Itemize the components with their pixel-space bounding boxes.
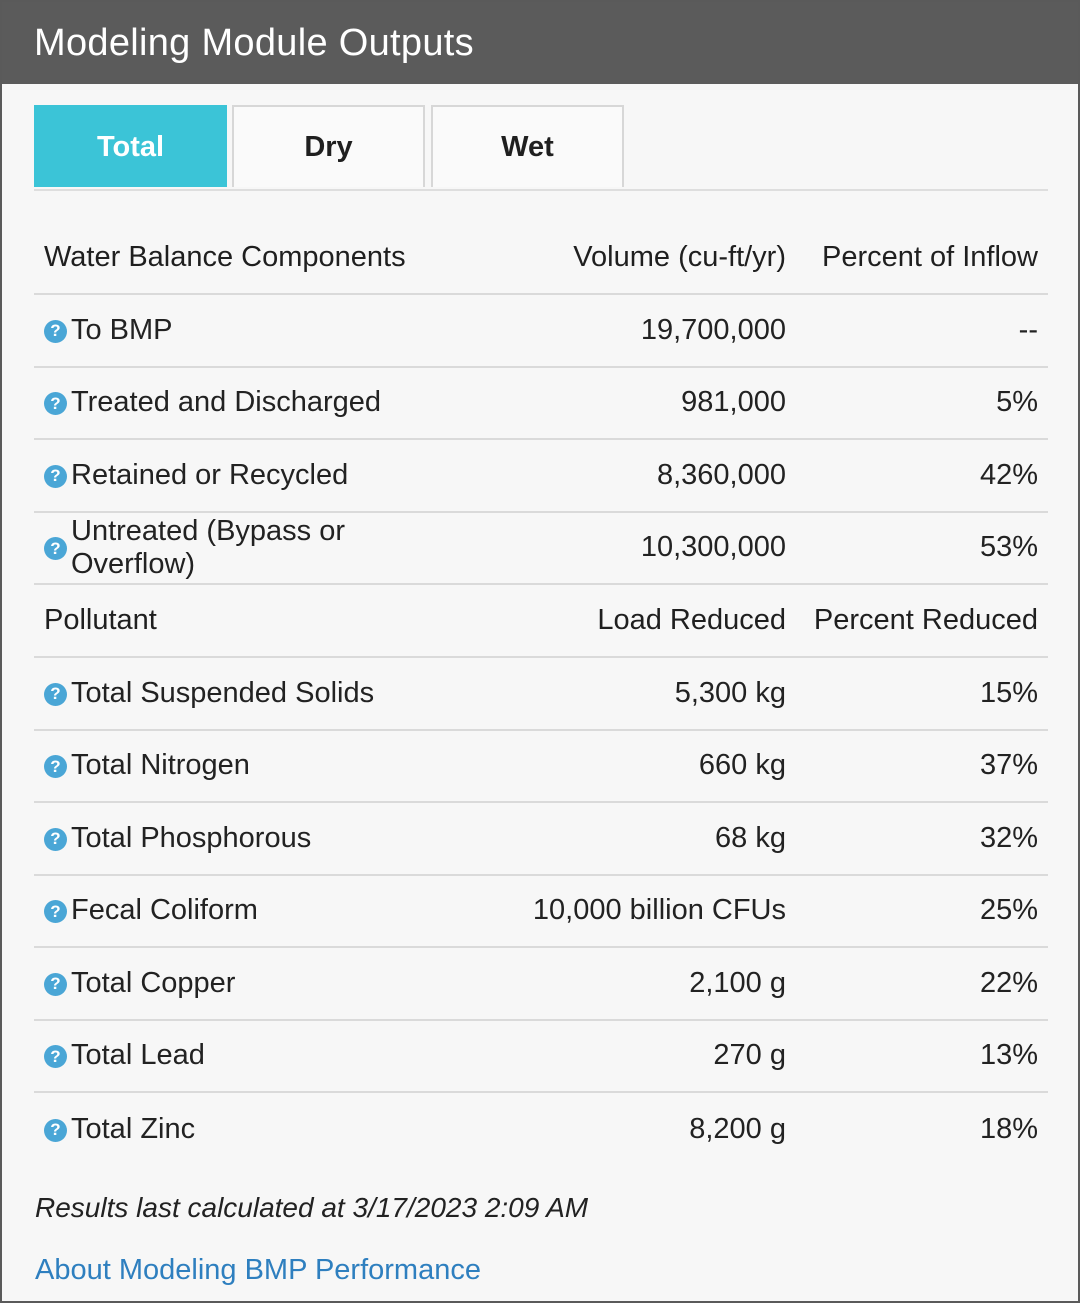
- tab-total[interactable]: Total: [34, 105, 227, 187]
- row-percent: 13%: [979, 1039, 1038, 1072]
- row-value: 10,300,000: [640, 531, 786, 564]
- help-icon[interactable]: ?: [44, 319, 67, 343]
- row-percent: 25%: [979, 894, 1038, 927]
- help-icon[interactable]: ?: [44, 464, 67, 488]
- row-label: To BMP: [71, 313, 173, 346]
- row-label: Total Suspended Solids: [71, 676, 375, 709]
- row-label: Total Nitrogen: [71, 749, 250, 782]
- column-header-volume: Volume (cu-ft/yr): [573, 241, 786, 273]
- row-percent: 37%: [979, 749, 1038, 782]
- row-percent: 42%: [979, 458, 1038, 491]
- tab-bar: Total Dry Wet: [34, 105, 1048, 191]
- tab-wet[interactable]: Wet: [431, 105, 624, 187]
- tab-wet-label: Wet: [501, 130, 554, 163]
- help-icon[interactable]: ?: [44, 972, 67, 996]
- row-percent: 5%: [996, 386, 1038, 419]
- row-percent: 18%: [979, 1112, 1038, 1145]
- help-icon[interactable]: ?: [44, 755, 67, 779]
- row-label: Untreated (Bypass or Overflow): [71, 514, 346, 580]
- row-percent: 53%: [979, 531, 1038, 564]
- row-value: 8,200 g: [689, 1112, 786, 1145]
- table-row: ? Total Lead 270 g 13%: [34, 1021, 1048, 1093]
- pollutant-header-row: Pollutant Load Reduced Percent Reduced: [34, 585, 1048, 658]
- table-row: ? Total Phosphorous 68 kg 32%: [34, 803, 1048, 876]
- row-percent: 22%: [979, 966, 1038, 999]
- tab-dry-label: Dry: [304, 130, 353, 163]
- row-value: 68 kg: [715, 821, 786, 854]
- help-icon[interactable]: ?: [44, 537, 67, 561]
- column-header-component: Water Balance Components: [44, 241, 406, 273]
- row-value: 19,700,000: [640, 313, 786, 346]
- row-label: Fecal Coliform: [71, 894, 258, 927]
- row-value: 8,360,000: [656, 458, 786, 491]
- row-label: Treated and Discharged: [71, 386, 382, 419]
- column-header-pollutant: Pollutant: [44, 604, 157, 636]
- column-header-percent-reduced: Percent Reduced: [813, 604, 1038, 636]
- tab-dry[interactable]: Dry: [232, 105, 425, 187]
- last-calculated-note: Results last calculated at 3/17/2023 2:0…: [35, 1192, 589, 1223]
- table-row: ? Untreated (Bypass or Overflow) 10,300,0…: [34, 513, 1048, 585]
- help-icon[interactable]: ?: [44, 900, 67, 924]
- help-icon[interactable]: ?: [44, 827, 67, 851]
- help-icon[interactable]: ?: [44, 1118, 67, 1142]
- row-percent: 15%: [979, 676, 1038, 709]
- row-percent: 32%: [979, 821, 1038, 854]
- tab-total-label: Total: [96, 130, 165, 163]
- row-label: Total Zinc: [71, 1112, 196, 1145]
- column-header-percent-inflow: Percent of Inflow: [822, 241, 1038, 273]
- row-value: 981,000: [681, 386, 786, 419]
- table-row: ? Total Suspended Solids 5,300 kg 15%: [34, 658, 1048, 731]
- row-percent: --: [1018, 313, 1038, 346]
- results-table: Water Balance Components Volume (cu-ft/y…: [34, 222, 1048, 1166]
- row-label: Total Copper: [71, 966, 236, 999]
- table-row: ? Treated and Discharged 981,000 5%: [34, 368, 1048, 440]
- row-value: 10,000 billion CFUs: [532, 894, 786, 927]
- help-icon[interactable]: ?: [44, 392, 67, 416]
- table-row: ? To BMP 19,700,000 --: [34, 295, 1048, 368]
- about-modeling-link[interactable]: About Modeling BMP Performance: [35, 1254, 481, 1286]
- water-balance-header-row: Water Balance Components Volume (cu-ft/y…: [34, 222, 1048, 295]
- help-icon[interactable]: ?: [44, 682, 67, 706]
- row-value: 5,300 kg: [674, 676, 786, 709]
- table-row: ? Total Zinc 8,200 g 18%: [34, 1093, 1048, 1166]
- row-label: Total Lead: [71, 1039, 205, 1072]
- help-icon[interactable]: ?: [44, 1045, 67, 1069]
- row-label: Retained or Recycled: [71, 458, 349, 491]
- table-row: ? Retained or Recycled 8,360,000 42%: [34, 440, 1048, 513]
- panel-header: Modeling Module Outputs: [2, 2, 1078, 84]
- row-label: Total Phosphorous: [71, 821, 312, 854]
- column-header-load-reduced: Load Reduced: [597, 604, 786, 636]
- row-value: 270 g: [713, 1039, 786, 1072]
- row-value: 660 kg: [698, 749, 786, 782]
- panel-title: Modeling Module Outputs: [34, 21, 474, 64]
- row-value: 2,100 g: [689, 966, 786, 999]
- table-row: ? Total Copper 2,100 g 22%: [34, 948, 1048, 1021]
- table-row: ? Total Nitrogen 660 kg 37%: [34, 731, 1048, 803]
- table-row: ? Fecal Coliform 10,000 billion CFUs 25%: [34, 876, 1048, 948]
